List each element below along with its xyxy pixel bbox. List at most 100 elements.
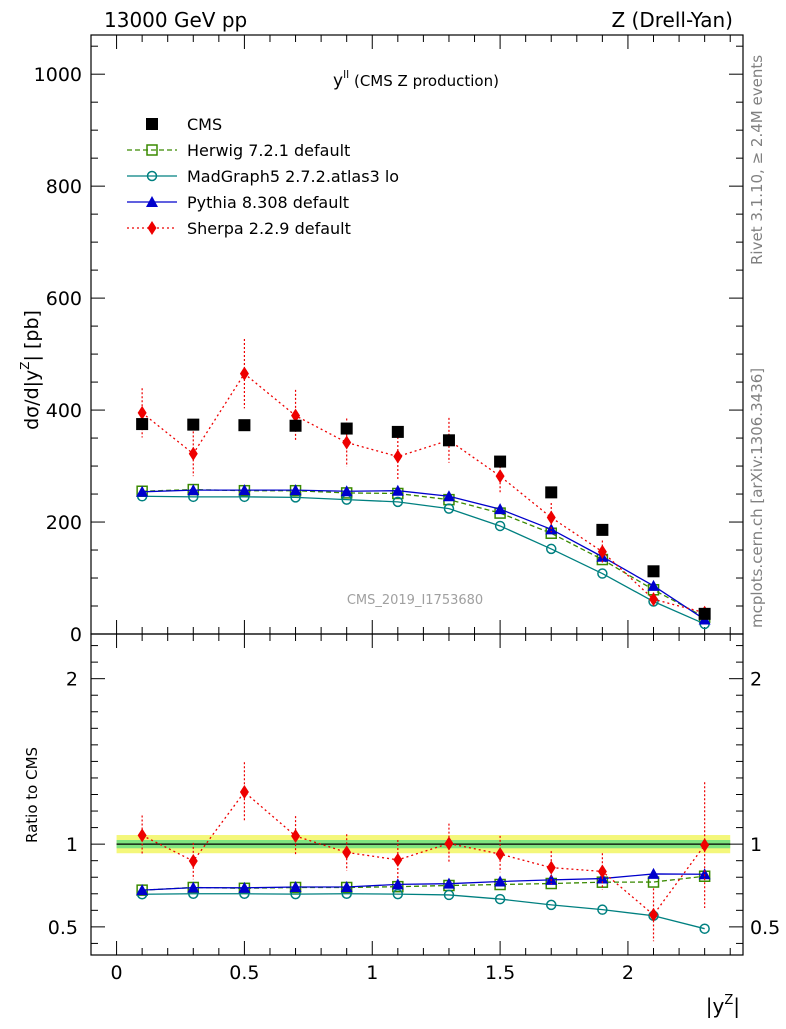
main-pythia-point bbox=[647, 579, 660, 591]
main-cms-point bbox=[289, 419, 302, 432]
main-y-axis-label: dσ/d|yZ| [pb] bbox=[18, 310, 43, 430]
main-cms-point bbox=[238, 419, 251, 432]
main-sherpa-point bbox=[393, 449, 403, 464]
main-y-tick-label: 1000 bbox=[34, 64, 82, 86]
main-y-tick-label: 200 bbox=[46, 512, 82, 534]
legend-cms-label: CMS bbox=[187, 115, 222, 134]
ratio-y-axis-label: Ratio to CMS bbox=[23, 747, 41, 843]
x-axis-label: |yZ| bbox=[706, 993, 740, 1018]
ratio-pythia-point bbox=[647, 867, 660, 879]
energy-label: 13000 GeV pp bbox=[104, 8, 247, 32]
main-cms-point bbox=[596, 523, 609, 536]
ratio-sherpa-point bbox=[342, 845, 352, 860]
main-sherpa-point bbox=[291, 408, 301, 423]
main-herwig-line bbox=[142, 488, 705, 618]
main-sherpa-point bbox=[137, 405, 147, 420]
ratio-pythia-point bbox=[136, 884, 149, 896]
ratio-frame bbox=[90, 633, 744, 956]
main-y-tick-label: 600 bbox=[46, 288, 82, 310]
x-tick-label: 2 bbox=[622, 962, 634, 984]
main-cms-point bbox=[494, 455, 507, 468]
main-sherpa-point bbox=[597, 544, 607, 559]
legend-sherpa-marker bbox=[147, 221, 157, 235]
main-sherpa-point bbox=[546, 510, 556, 525]
ratio-madgraph-point bbox=[443, 889, 455, 901]
ratio-sherpa-point bbox=[700, 838, 710, 853]
main-sherpa-point bbox=[342, 435, 352, 450]
ratio-madgraph-point bbox=[545, 899, 557, 911]
ratio-madgraph-line bbox=[142, 893, 705, 930]
ratio-panel: Ratio to CMS 0.5 0.5 1 1 2 2 0 0.5 1 1.5 2 |yZ| bbox=[23, 633, 780, 1018]
ratio-sherpa-point bbox=[444, 836, 454, 851]
ratio-sherpa-point bbox=[546, 860, 556, 875]
main-y-axis-label-sup: Z bbox=[18, 361, 32, 369]
main-pythia-point bbox=[187, 484, 200, 496]
rivet-label: Rivet 3.1.10, ≥ 2.4M events bbox=[748, 55, 766, 265]
x-axis-label-rest: | bbox=[733, 994, 740, 1018]
main-cms-point bbox=[340, 422, 353, 435]
main-madgraph-point bbox=[392, 496, 404, 508]
ratio-pythia-line bbox=[142, 873, 705, 891]
main-pythia-line bbox=[142, 489, 706, 620]
main-cms-point bbox=[647, 565, 660, 578]
main-madgraph-point bbox=[597, 568, 608, 579]
main-madgraph-line bbox=[142, 495, 705, 625]
ratio-madgraph-point bbox=[597, 904, 608, 915]
main-pythia-point bbox=[238, 484, 251, 496]
main-pythia-point bbox=[391, 484, 404, 496]
main-title: yll (CMS Z production) bbox=[333, 68, 499, 91]
main-sherpa-point bbox=[495, 469, 505, 484]
ratio-madgraph-point bbox=[392, 888, 404, 900]
main-y-axis-label-rest: | [pb] bbox=[21, 310, 43, 361]
main-pythia-point bbox=[289, 484, 302, 496]
ratio-pythia-point bbox=[187, 881, 200, 893]
legend-herwig-label: Herwig 7.2.1 default bbox=[187, 141, 350, 160]
main-sherpa-point bbox=[239, 366, 249, 381]
ratio-pythia-point bbox=[391, 878, 404, 890]
main-y-tick-label: 0 bbox=[70, 624, 82, 646]
main-title-sup: ll bbox=[343, 68, 349, 81]
ratio-sherpa-point bbox=[495, 847, 505, 862]
ratio-y-tick-label: 0.5 bbox=[48, 917, 78, 939]
main-pythia-point bbox=[340, 485, 353, 497]
main-pythia-point bbox=[442, 490, 455, 502]
main-cms-point bbox=[187, 418, 200, 431]
ratio-y-tick-label-right: 2 bbox=[750, 669, 762, 691]
legend-sherpa-label: Sherpa 2.2.9 default bbox=[187, 219, 351, 238]
main-y-axis-label-main: dσ/d|y bbox=[21, 370, 43, 430]
ratio-y-tick-label: 2 bbox=[66, 669, 78, 691]
main-pythia-point bbox=[136, 485, 149, 497]
main-title-main: y bbox=[333, 71, 343, 91]
x-axis-label-sup: Z bbox=[724, 993, 733, 1008]
ratio-y-tick-label-right: 0.5 bbox=[750, 917, 780, 939]
main-title-rest: (CMS Z production) bbox=[349, 72, 499, 90]
main-madgraph-point bbox=[545, 543, 557, 555]
main-cms-point bbox=[545, 486, 558, 499]
ratio-y-tick-label: 1 bbox=[66, 834, 78, 856]
legend-madgraph-label: MadGraph5 2.7.2.atlas3 lo bbox=[187, 167, 399, 186]
x-tick-label: 0 bbox=[111, 962, 123, 984]
main-y-tick-label: 400 bbox=[46, 400, 82, 422]
ratio-sherpa-point bbox=[597, 864, 607, 879]
ratio-pythia-point bbox=[238, 881, 251, 893]
ratio-pythia-point bbox=[340, 880, 353, 892]
ratio-sherpa-point bbox=[649, 907, 659, 922]
ratio-pythia-point bbox=[289, 880, 302, 892]
x-tick-label: 0.5 bbox=[229, 962, 259, 984]
main-cms-point bbox=[391, 425, 404, 438]
ratio-pythia-point bbox=[494, 875, 507, 887]
legend: CMS Herwig 7.2.1 default MadGraph5 2.7.2.a… bbox=[127, 115, 399, 238]
main-watermark: CMS_2019_I1753680 bbox=[347, 593, 483, 608]
main-cms-point bbox=[136, 418, 149, 431]
x-tick-label: 1 bbox=[366, 962, 378, 984]
legend-madgraph-marker bbox=[146, 170, 158, 182]
ratio-madgraph-point bbox=[494, 893, 506, 905]
legend-pythia-marker bbox=[146, 196, 158, 207]
ratio-y-tick-label-right: 1 bbox=[750, 834, 762, 856]
ratio-pythia-point bbox=[698, 868, 711, 880]
ratio-sherpa-point bbox=[291, 829, 301, 844]
ratio-herwig-line bbox=[142, 875, 705, 891]
ratio-sherpa-point bbox=[188, 854, 198, 869]
process-label: Z (Drell-Yan) bbox=[611, 8, 733, 32]
